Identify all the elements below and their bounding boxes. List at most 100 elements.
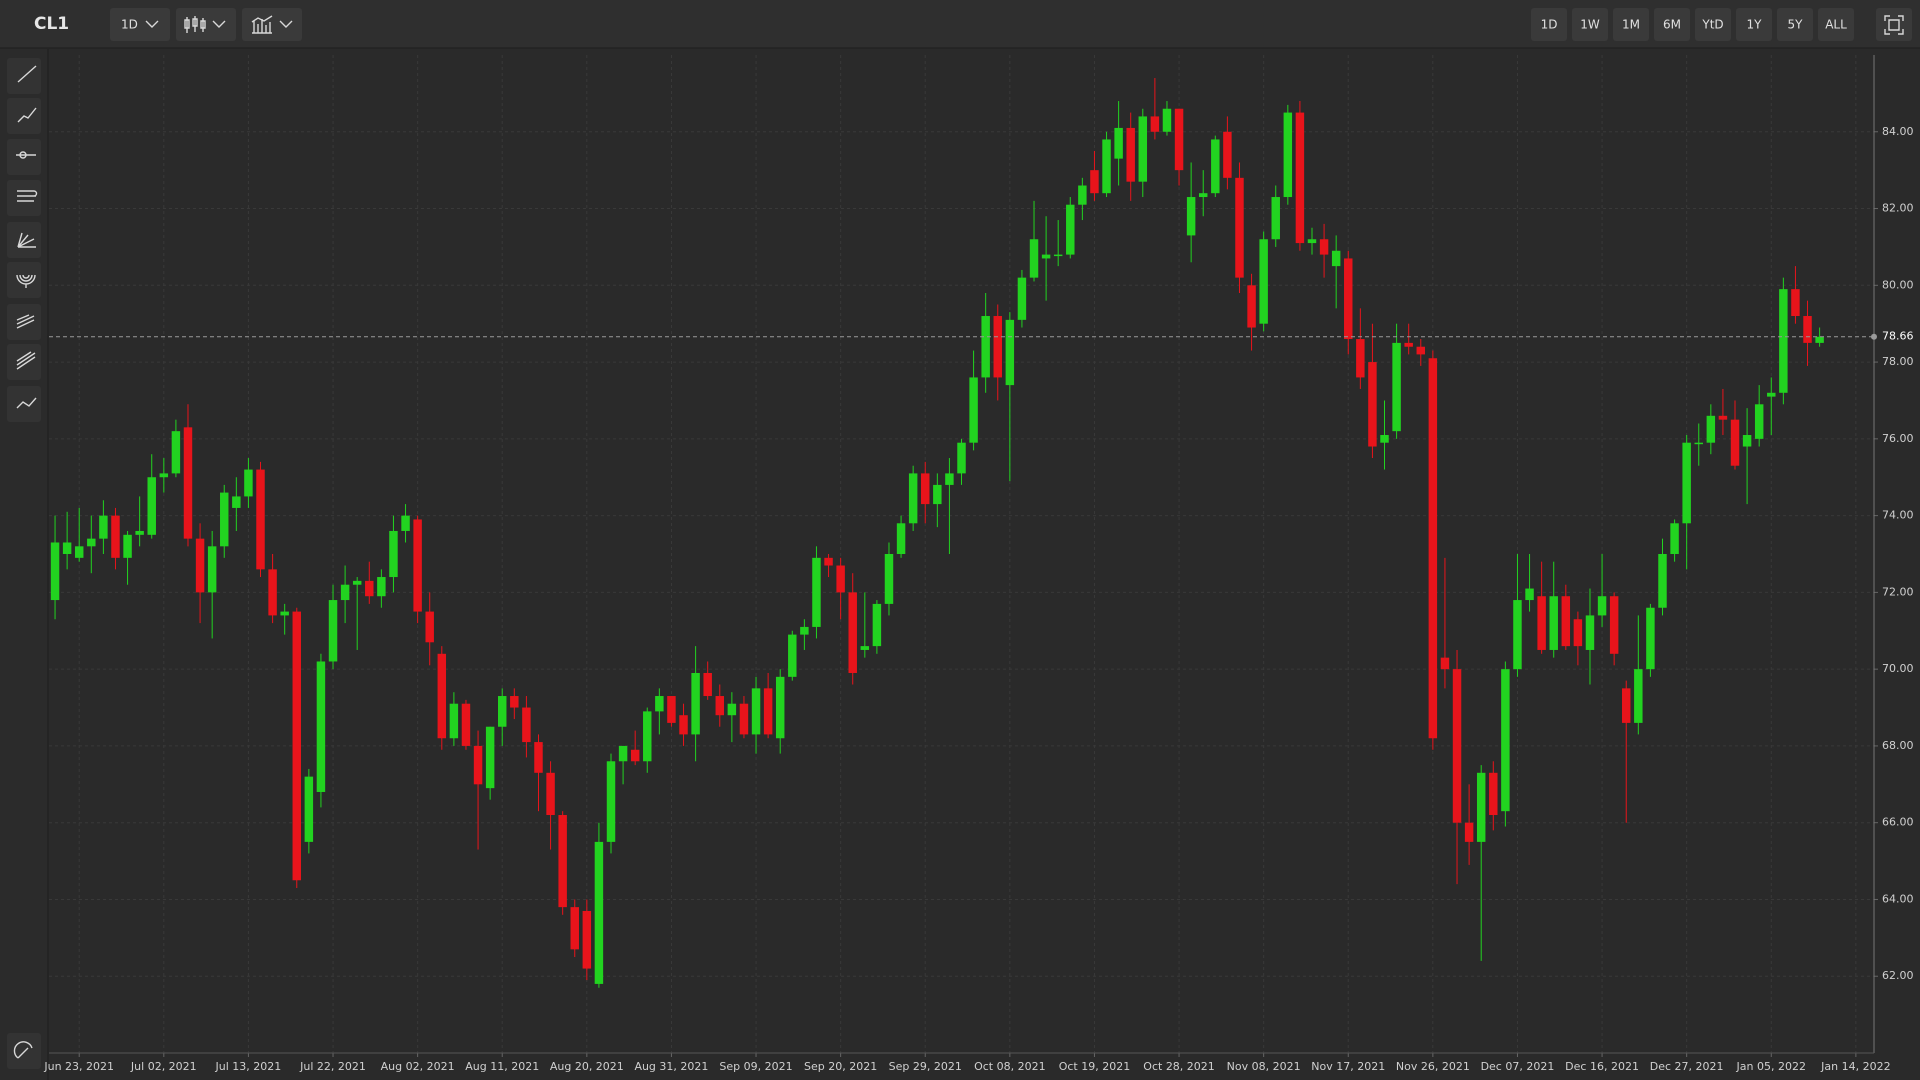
candle-body (908, 473, 918, 524)
range-button[interactable]: 1Y (1736, 8, 1772, 41)
symbol: CL1 (34, 14, 69, 34)
candle-body (1356, 339, 1365, 378)
candle-body (87, 538, 96, 547)
candle-body (703, 672, 712, 697)
x-tick-label: Jul 02, 2021 (130, 1060, 197, 1073)
dropdown-box (176, 8, 236, 41)
tool-button[interactable] (7, 386, 41, 422)
y-tick-label: 78.00 (1882, 355, 1914, 368)
x-tick-label: Sep 29, 2021 (889, 1060, 962, 1073)
y-tick-label: 84.00 (1882, 125, 1914, 138)
candle-body (993, 316, 1002, 378)
tool-button[interactable] (7, 139, 41, 175)
button-box (1613, 8, 1649, 41)
x-tick-label: Oct 19, 2021 (1059, 1060, 1131, 1073)
x-tick-label: Sep 20, 2021 (804, 1060, 877, 1073)
candle-body (340, 584, 350, 601)
candle-body (437, 653, 447, 739)
tool-button[interactable] (7, 58, 41, 94)
candle-body (1271, 197, 1280, 240)
x-tick-label: Aug 31, 2021 (634, 1060, 708, 1073)
candle-body (1416, 346, 1426, 355)
candle-body (1368, 362, 1377, 447)
candle-body (1223, 131, 1232, 178)
candle-body (1138, 116, 1148, 182)
candle-body (1247, 285, 1256, 328)
chart-type-dropdown[interactable] (176, 8, 236, 41)
x-tick-label: Oct 08, 2021 (974, 1060, 1046, 1073)
candle-body (1005, 319, 1015, 386)
candle-body (1622, 688, 1631, 723)
tool-button[interactable] (7, 1033, 41, 1069)
candle-body (1198, 193, 1208, 198)
range-button[interactable]: 1D (1531, 8, 1567, 41)
candle-body (1162, 108, 1172, 132)
candle-body (147, 477, 156, 535)
candle-body (594, 841, 604, 984)
range-button[interactable]: YtD (1695, 8, 1731, 41)
tool-button[interactable] (7, 262, 41, 298)
candle-body (618, 745, 628, 762)
indicator-dropdown[interactable] (242, 8, 302, 41)
candle-body (1174, 108, 1184, 171)
candle-body (1815, 336, 1824, 343)
candle-body (135, 530, 144, 535)
range-button[interactable]: 1M (1613, 8, 1649, 41)
tool-button[interactable] (7, 98, 41, 134)
candle-body (1597, 596, 1607, 616)
candle-body (413, 519, 422, 612)
candle-body (1029, 239, 1039, 278)
tool-button[interactable] (7, 180, 41, 216)
range-label: 1W (1580, 18, 1600, 32)
range-button[interactable]: 5Y (1777, 8, 1813, 41)
candle-body (1634, 669, 1643, 723)
tool-button[interactable] (7, 304, 41, 340)
plot-area (49, 55, 1874, 1053)
candle-body (401, 515, 410, 531)
candle-body (1307, 239, 1317, 244)
y-tick-label: 80.00 (1882, 278, 1914, 291)
last-price-label: 78.66 (1882, 330, 1914, 343)
candle-body (195, 538, 205, 593)
candle-body (667, 696, 676, 723)
x-tick-label: Jan 05, 2022 (1736, 1060, 1806, 1073)
button-box (1777, 8, 1813, 41)
chevron (145, 20, 159, 28)
candle-body (558, 815, 567, 908)
candle-body (546, 772, 555, 816)
candle-body (1501, 669, 1510, 812)
candle-body (1561, 596, 1571, 647)
candle-body (220, 492, 229, 547)
candle-body (1742, 435, 1752, 447)
candle-body (582, 910, 592, 969)
tool-box (7, 304, 41, 340)
range-label: 1D (1541, 18, 1558, 32)
candle-body (1211, 139, 1220, 194)
candle-body (1090, 170, 1099, 194)
button-box (1876, 8, 1912, 41)
x-tick-label: Dec 16, 2021 (1565, 1060, 1639, 1073)
range-button[interactable]: ALL (1818, 8, 1854, 41)
candle-body (159, 473, 169, 478)
range-button[interactable]: 6M (1654, 8, 1690, 41)
tool-button[interactable] (7, 344, 41, 380)
candle-body (1549, 596, 1558, 650)
tool-button[interactable] (7, 222, 41, 258)
candle-body (534, 742, 543, 773)
interval-dropdown[interactable]: 1D (110, 8, 170, 41)
tool-box (7, 344, 41, 380)
candle-body (1235, 177, 1244, 278)
fullscreen-button[interactable] (1876, 8, 1912, 41)
candle-body (316, 661, 326, 792)
range-button[interactable]: 1W (1572, 8, 1608, 41)
candle-body (449, 703, 459, 739)
tool-icon (17, 190, 38, 202)
candle-body (763, 688, 773, 735)
x-tick-label: Jan 14, 2022 (1820, 1060, 1890, 1073)
candle-body (1452, 669, 1462, 823)
tool-icon (16, 397, 37, 409)
candle-body (268, 569, 277, 616)
x-tick-label: Jul 13, 2021 (215, 1060, 282, 1073)
candle-body (570, 907, 579, 950)
candle-body (1513, 600, 1522, 670)
